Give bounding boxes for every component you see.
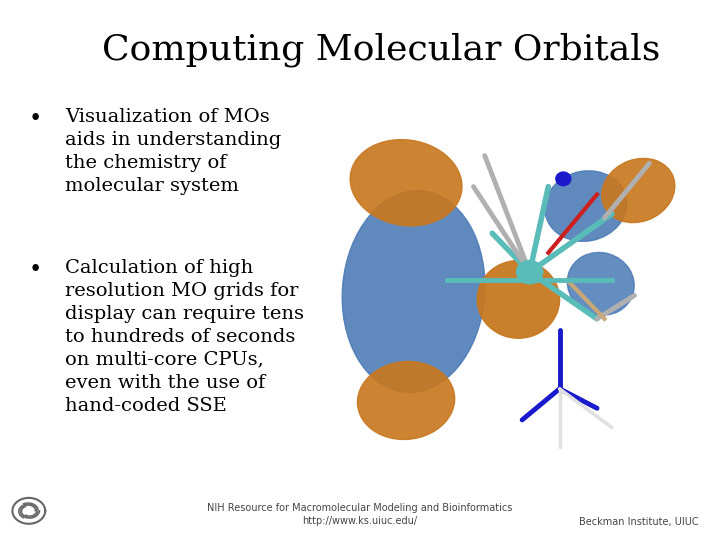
Ellipse shape [556, 172, 571, 186]
Ellipse shape [350, 140, 462, 226]
Ellipse shape [516, 260, 543, 284]
Text: Computing Molecular Orbitals: Computing Molecular Orbitals [102, 32, 661, 67]
Ellipse shape [358, 361, 454, 440]
Text: Beckman Institute, UIUC: Beckman Institute, UIUC [579, 516, 698, 526]
Ellipse shape [602, 158, 675, 222]
Ellipse shape [342, 191, 485, 393]
Text: •: • [29, 259, 42, 281]
Ellipse shape [545, 171, 627, 241]
Text: NIH Resource for Macromolecular Modeling and Bioinformatics
http://www.ks.uiuc.e: NIH Resource for Macromolecular Modeling… [207, 503, 513, 526]
Ellipse shape [477, 260, 559, 338]
Text: Calculation of high
resolution MO grids for
display can require tens
to hundreds: Calculation of high resolution MO grids … [65, 259, 304, 415]
Text: •: • [29, 108, 42, 130]
Ellipse shape [567, 252, 634, 315]
Text: Visualization of MOs
aids in understanding
the chemistry of
molecular system: Visualization of MOs aids in understandi… [65, 108, 281, 195]
